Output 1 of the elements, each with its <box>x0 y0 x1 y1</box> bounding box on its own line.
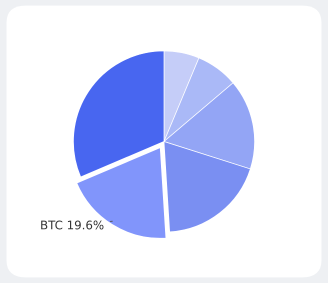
slice-label: BTC 19.6% <box>41 220 104 230</box>
